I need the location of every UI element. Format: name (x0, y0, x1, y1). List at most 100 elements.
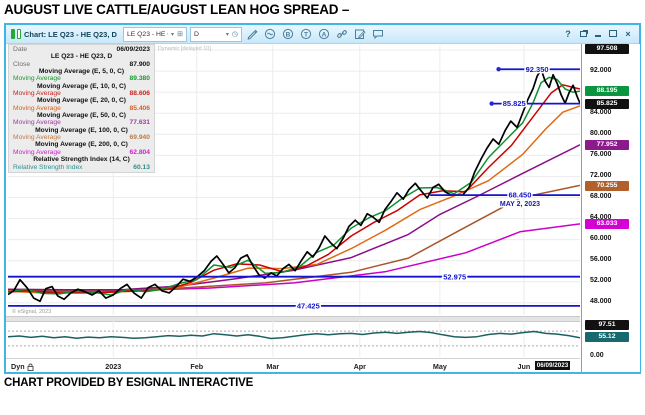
data-panel-value: 60.13 (133, 163, 150, 171)
data-panel-header: Moving Average (E, 200, 0, C) (35, 141, 128, 149)
data-panel-header: Moving Average (E, 50, 0, C) (36, 112, 127, 120)
hline-label: 92.350 (526, 65, 549, 74)
circled-a-icon[interactable]: A (317, 27, 332, 41)
data-panel-value: 88.606 (129, 90, 150, 98)
chart-body: Dynamic [delayed 10] 92.350 85.825 68.450 M… (6, 44, 640, 372)
notes-icon[interactable] (353, 27, 368, 41)
feed-status-note: Dynamic [delayed 10] (158, 46, 211, 52)
hline-sublabel: MAY 2, 2023 (500, 201, 540, 208)
rsi-badge: 97.51 (585, 320, 629, 330)
price-badge: 77.952 (585, 140, 629, 151)
data-panel-header: Relative Strength Index (14, C) (33, 156, 130, 164)
interval-combo-value: D (193, 30, 199, 38)
y-axis-label: 76.000 (590, 150, 612, 158)
close-line (8, 68, 580, 303)
svg-text:A: A (322, 31, 327, 38)
y-axis-label: 60.000 (590, 235, 612, 243)
data-panel-header: Moving Average (E, 10, 0, C) (36, 82, 127, 90)
ma-100-line (8, 184, 580, 292)
data-panel-value: 89.380 (129, 75, 150, 83)
studies-icon[interactable] (263, 27, 278, 41)
month-label: May (432, 362, 447, 371)
price-badge: 63.033 (585, 218, 629, 229)
circled-b-icon[interactable]: B (281, 27, 296, 41)
data-panel-value: 62.804 (129, 148, 150, 156)
y-axis-label: 48.000 (590, 298, 612, 306)
data-panel-value: 06/09/2023 (116, 46, 150, 53)
price-axis[interactable]: 96.00092.00088.00084.00080.00076.00072.0… (581, 44, 640, 372)
month-label: Feb (190, 362, 204, 371)
hline-handle[interactable] (489, 101, 494, 106)
data-panel-label: Date (13, 46, 28, 53)
chevron-down-icon[interactable]: ▾ (225, 31, 229, 38)
ma-50-line (8, 144, 580, 291)
y-axis-label: 84.000 (590, 108, 612, 116)
data-panel-header: Moving Average (E, 20, 0, C) (36, 97, 127, 105)
data-panel-header: Moving Average (E, 100, 0, C) (35, 126, 128, 134)
pencil-icon[interactable] (245, 27, 260, 41)
price-badge: 70.255 (585, 180, 629, 191)
data-panel-value: 77.631 (129, 119, 150, 127)
close-button[interactable]: × (625, 29, 631, 39)
indicator-data-panel: Date 06/09/2023 LE Q23 - HE Q23, D Close 87.… (8, 44, 155, 173)
month-label: 2023 (105, 362, 122, 371)
data-panel-value: 87.900 (129, 60, 150, 68)
hline-label: 52.975 (443, 272, 466, 281)
circled-t-icon[interactable]: T (299, 27, 314, 41)
symbol-grid-icon[interactable]: ⊞ (177, 31, 183, 38)
window-title: Chart: LE Q23 - HE Q23, D (24, 29, 117, 39)
hline-label: 68.450 (508, 191, 531, 200)
rsi-subplot[interactable] (8, 321, 580, 357)
hline-label: 85.825 (503, 99, 526, 108)
data-panel-label: Moving Average (13, 119, 61, 127)
y-axis-label: 80.000 (590, 129, 612, 137)
y-axis-label: 92.000 (590, 66, 612, 74)
chat-icon[interactable] (371, 27, 386, 41)
chart-window: Chart: LE Q23 - HE Q23, D LE Q23 - HE Q … (4, 23, 641, 374)
data-panel-row: Moving Average 77.631 (9, 119, 154, 126)
data-panel-row: Moving Average 89.380 (9, 75, 154, 82)
minimize-button[interactable] (592, 28, 604, 40)
esignal-copyright: © eSignal, 2023 (12, 309, 52, 315)
y-axis-label: 52.000 (590, 277, 612, 285)
data-panel-label: Moving Average (13, 90, 61, 98)
price-badge: 97.508 (585, 44, 629, 54)
data-panel-label: Moving Average (13, 134, 61, 142)
esignal-chart-icon (11, 29, 21, 39)
y-axis-label: 68.000 (590, 193, 612, 201)
data-panel-row: Moving Average 69.940 (9, 134, 154, 141)
ma-10-line (8, 84, 580, 294)
interval-combo[interactable]: D ▾ ◷ (189, 26, 242, 42)
time-axis-mode[interactable]: Dyn (11, 362, 34, 371)
hline-handle[interactable] (496, 67, 501, 72)
data-panel-row: Moving Average 85.406 (9, 105, 154, 112)
page-caption: CHART PROVIDED BY ESIGNAL INTERACTIVE (4, 377, 254, 389)
interval-clock-icon[interactable]: ◷ (231, 31, 238, 38)
restore-button[interactable] (577, 28, 589, 40)
rsi-zero-label: 0.00 (590, 352, 604, 359)
month-label: Jun (517, 362, 531, 371)
y-axis-label: 72.000 (590, 171, 612, 179)
rsi-badge: 55.12 (585, 331, 629, 342)
hline-label: 47.425 (297, 302, 320, 311)
month-label: Apr (353, 362, 366, 371)
data-panel-header: Moving Average (E, 5, 0, C) (38, 68, 125, 76)
data-panel-row: Close 87.900 (9, 61, 154, 68)
panel-separator[interactable] (6, 316, 580, 322)
link-icon[interactable] (335, 27, 350, 41)
price-badge: 85.825 (585, 98, 629, 109)
y-axis-label: 64.000 (590, 214, 612, 222)
svg-text:B: B (286, 31, 291, 38)
data-panel-row: Moving Average 88.606 (9, 90, 154, 97)
chevron-down-icon[interactable]: ▾ (171, 31, 175, 38)
last-date-badge: 06/09/2023 (534, 361, 571, 370)
rsi-line (8, 330, 580, 340)
symbol-combo[interactable]: LE Q23 - HE Q ▾ ⊞ (122, 26, 187, 42)
data-panel-label: Moving Average (13, 104, 61, 112)
help-button[interactable]: ? (565, 29, 571, 39)
data-panel-value: 85.406 (129, 104, 150, 112)
maximize-button[interactable] (607, 28, 619, 40)
lock-icon (27, 363, 34, 371)
data-panel-label: Close (13, 60, 31, 68)
